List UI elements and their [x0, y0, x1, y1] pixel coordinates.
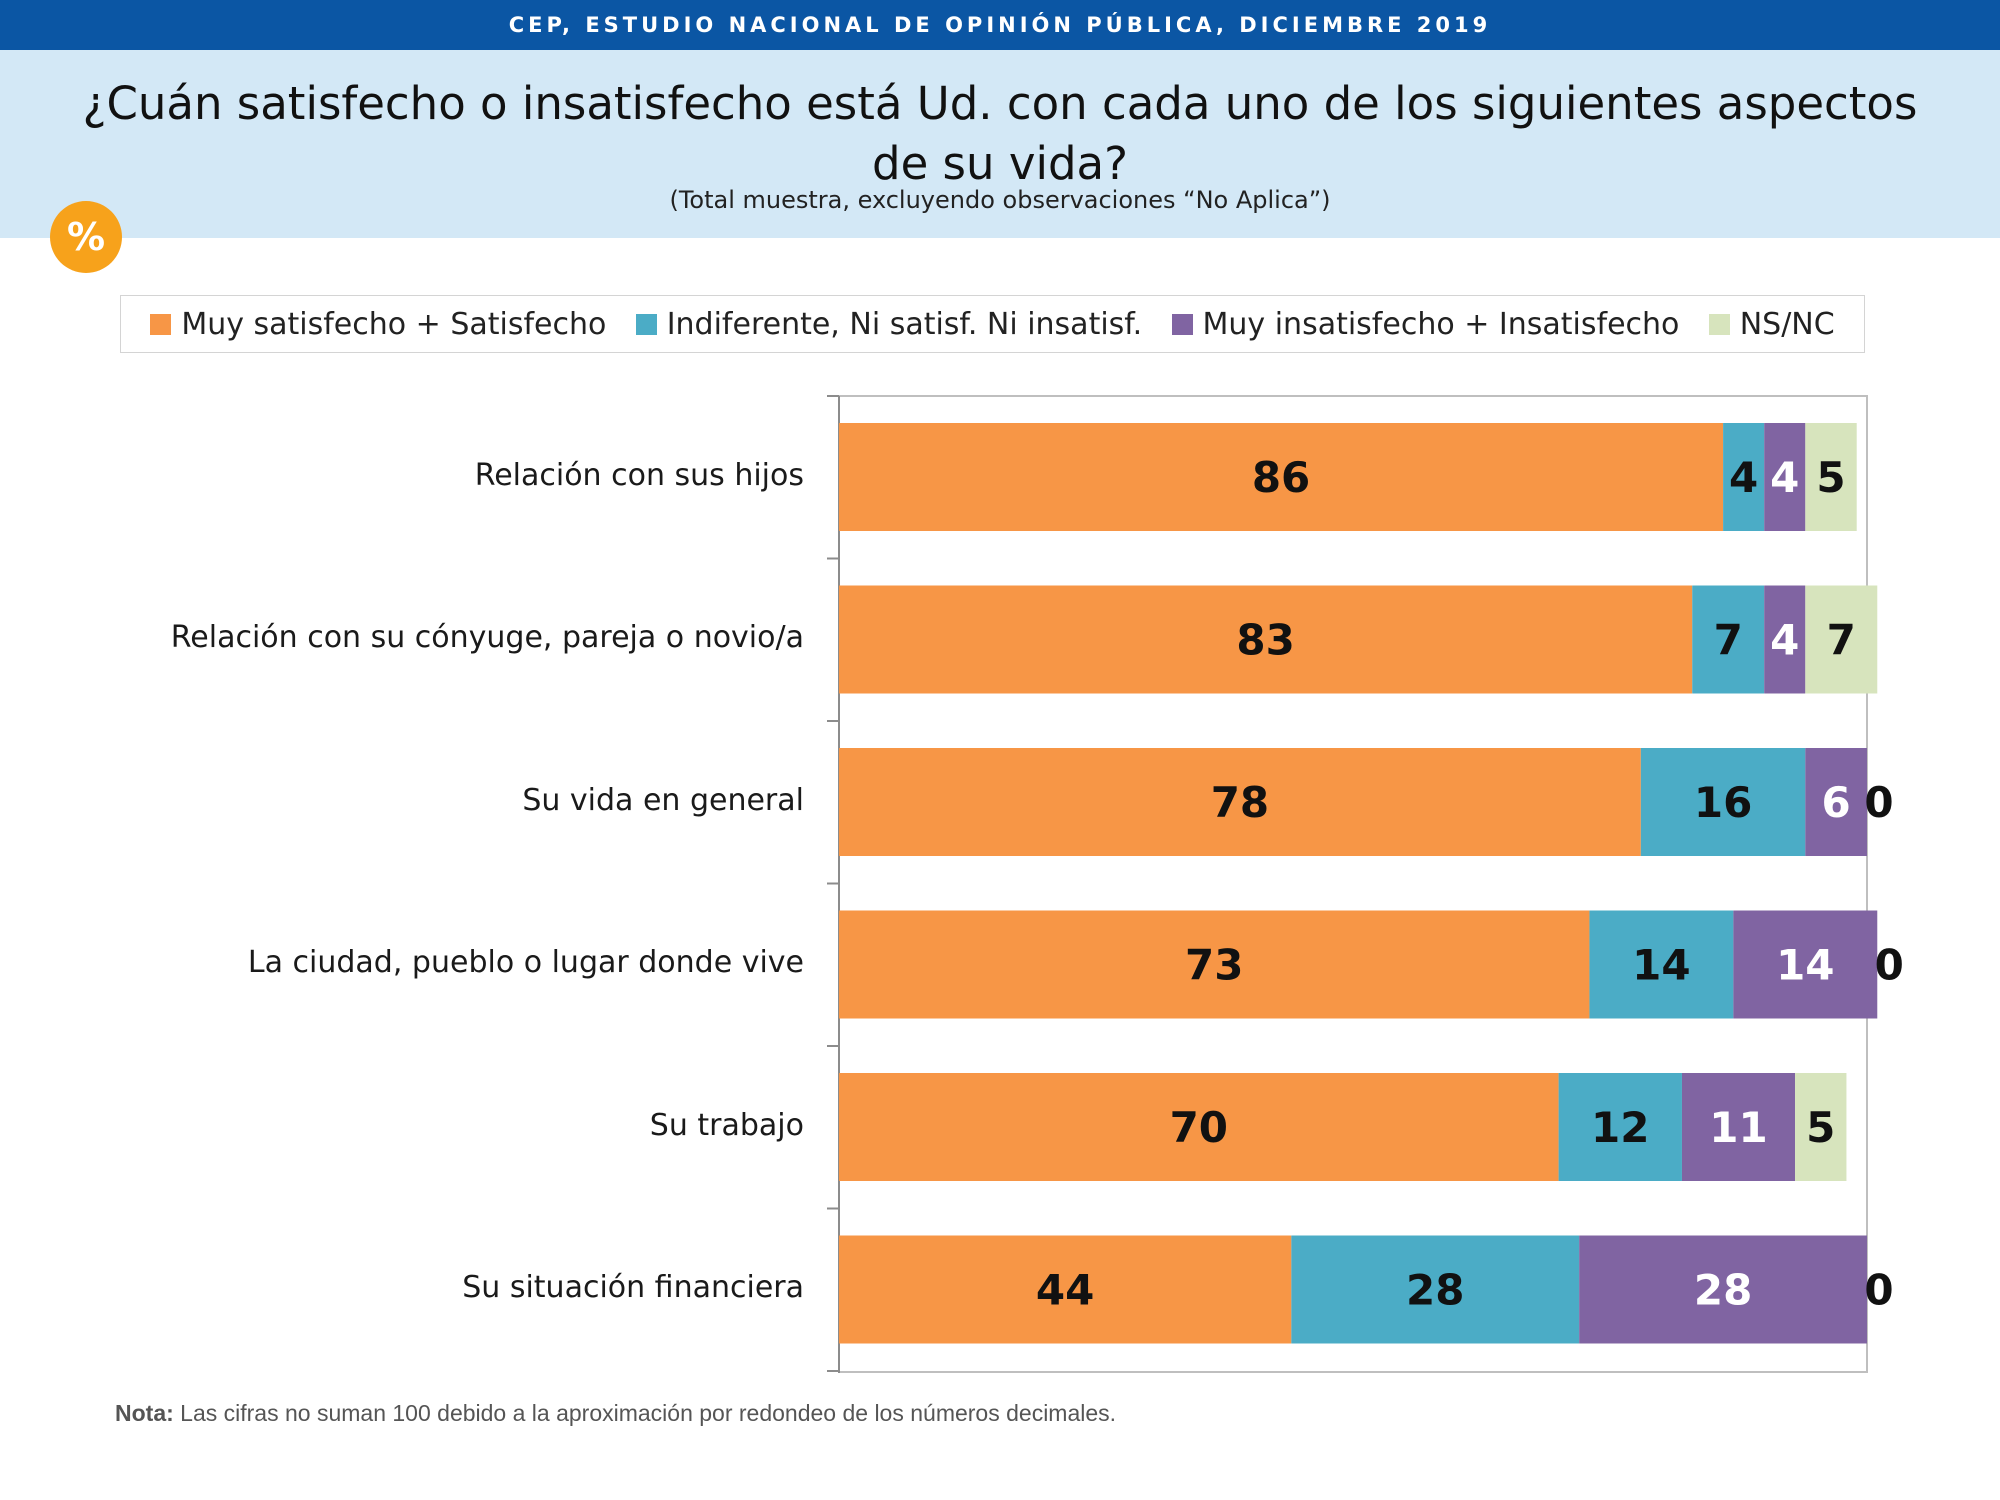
category-label: La ciudad, pueblo o lugar donde vive	[247, 945, 804, 980]
legend-swatch-indifferent	[635, 313, 657, 335]
legend-item-satisfied: Muy satisfecho + Satisfecho	[150, 307, 606, 342]
bar-segment-satisfied	[839, 910, 1590, 1019]
footnote: Nota: Las cifras no suman 100 debido a l…	[115, 1400, 1116, 1427]
legend-label-dissatisfied: Muy insatisfecho + Insatisfecho	[1202, 306, 1680, 342]
data-label-satisfied: 44	[1036, 1266, 1094, 1315]
data-label-dissatisfied: 6	[1822, 778, 1851, 827]
bar-segment-nsnc	[1805, 423, 1857, 531]
data-label-dissatisfied: 11	[1709, 1103, 1767, 1152]
data-label-satisfied: 73	[1185, 941, 1243, 990]
category-label: Su vida en general	[522, 783, 804, 818]
legend-swatch-satisfied	[150, 313, 172, 335]
bar-segment-dissatisfied	[1733, 910, 1878, 1019]
bar-segment-satisfied	[839, 1235, 1292, 1344]
data-label-dissatisfied: 4	[1770, 453, 1799, 502]
bar-segment-indifferent	[1589, 910, 1734, 1019]
bar-segment-indifferent	[1692, 585, 1765, 694]
data-label-dissatisfied: 14	[1776, 941, 1834, 990]
chart-subtitle: (Total muestra, excluyendo observaciones…	[669, 186, 1331, 214]
category-label: Su trabajo	[649, 1108, 804, 1143]
bar-segment-dissatisfied	[1764, 423, 1806, 531]
legend-item-dissatisfied: Muy insatisfecho + Insatisfecho	[1171, 306, 1680, 342]
data-label-indifferent: 7	[1714, 616, 1743, 665]
category-label: Su situación financiera	[462, 1270, 804, 1305]
data-label-satisfied: 78	[1211, 778, 1269, 827]
bar-segment-nsnc	[1795, 1073, 1847, 1181]
bar-segment-indifferent	[1558, 1073, 1682, 1181]
legend-item-indifferent: Indiferente, Ni satisf. Ni insatisf.	[635, 306, 1143, 342]
bar-segment-satisfied	[839, 748, 1641, 856]
bar-segment-satisfied	[839, 423, 1724, 531]
data-label-nsnc: 5	[1816, 453, 1845, 502]
data-label-indifferent: 16	[1694, 778, 1752, 827]
bar-segment-satisfied	[839, 1073, 1559, 1181]
legend-label-satisfied: Muy satisfecho + Satisfecho	[181, 306, 607, 342]
legend-swatch-nsnc	[1708, 313, 1730, 335]
category-label: Relación con su cónyuge, pareja o novio/…	[170, 620, 804, 655]
survey-banner: CEP, ESTUDIO NACIONAL DE OPINIÓN PÚBLICA…	[0, 0, 2000, 50]
legend-label-nsnc: NS/NC	[1739, 306, 1835, 342]
data-label-satisfied: 70	[1170, 1103, 1228, 1152]
footnote-text: Las cifras no suman 100 debido a la apro…	[173, 1400, 1117, 1426]
data-label-indifferent: 28	[1406, 1266, 1464, 1315]
data-label-satisfied: 83	[1236, 616, 1294, 665]
data-label-indifferent: 14	[1632, 941, 1690, 990]
data-label-nsnc: 7	[1827, 616, 1856, 665]
data-label-indifferent: 4	[1729, 453, 1758, 502]
data-label-satisfied: 86	[1252, 453, 1310, 502]
bar-segment-dissatisfied	[1805, 748, 1867, 856]
data-label-indifferent: 12	[1591, 1103, 1649, 1152]
bar-segment-dissatisfied	[1579, 1235, 1867, 1344]
bar-segment-indifferent	[1640, 748, 1806, 856]
data-label-dissatisfied: 4	[1770, 616, 1799, 665]
footnote-label: Nota:	[115, 1400, 174, 1426]
data-label-nsnc: 0	[1864, 778, 1893, 827]
legend-label-indifferent: Indiferente, Ni satisf. Ni insatisf.	[666, 306, 1143, 342]
data-label-nsnc: 0	[1864, 1266, 1893, 1315]
bar-segment-dissatisfied	[1681, 1073, 1796, 1181]
data-label-nsnc: 5	[1806, 1103, 1835, 1152]
bar-segment-nsnc	[1805, 585, 1878, 694]
title-band	[0, 50, 2000, 238]
legend-item-nsnc: NS/NC	[1708, 306, 1835, 342]
legend-swatch-dissatisfied	[1171, 313, 1193, 335]
data-label-nsnc: 0	[1875, 941, 1904, 990]
bar-segment-satisfied	[839, 585, 1693, 694]
category-label: Relación con sus hijos	[474, 458, 804, 493]
chart-legend: Muy satisfecho + Satisfecho Indiferente,…	[120, 295, 1865, 353]
bar-segment-dissatisfied	[1764, 585, 1806, 694]
bar-segment-indifferent	[1723, 423, 1765, 531]
percent-badge-icon: %	[50, 201, 122, 273]
data-label-dissatisfied: 28	[1694, 1266, 1752, 1315]
chart-title: ¿Cuán satisfecho o insatisfecho está Ud.…	[82, 77, 1918, 190]
plot-frame	[838, 395, 1868, 1373]
bar-segment-indifferent	[1291, 1235, 1580, 1344]
